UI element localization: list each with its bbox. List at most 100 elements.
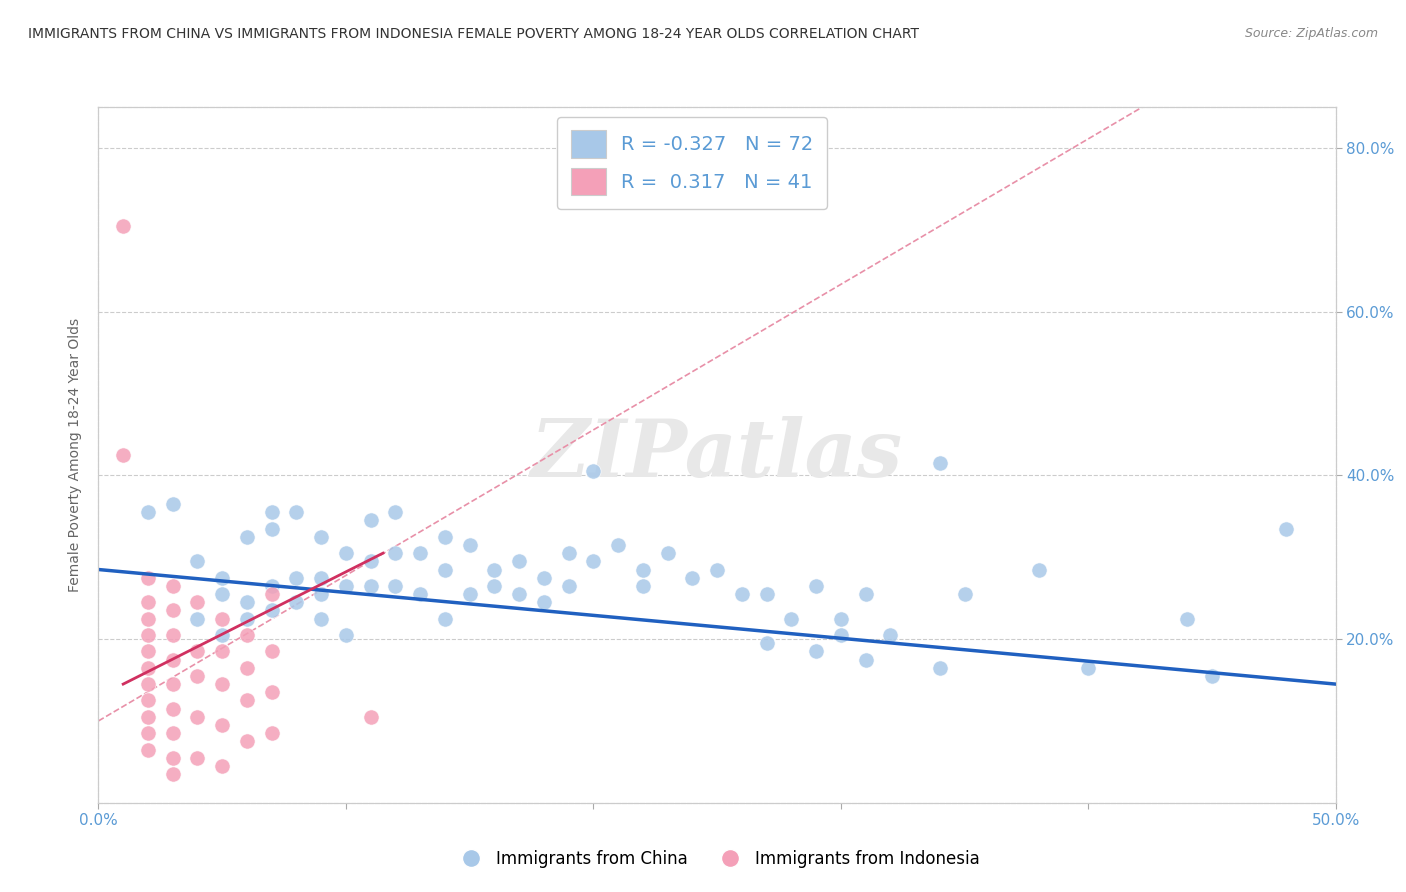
Point xyxy=(582,554,605,568)
Point xyxy=(136,628,159,642)
Point xyxy=(236,693,259,707)
Point xyxy=(211,718,233,732)
Point xyxy=(162,603,184,617)
Point xyxy=(260,685,283,699)
Point xyxy=(236,628,259,642)
Point xyxy=(136,595,159,609)
Point xyxy=(508,587,530,601)
Point xyxy=(136,710,159,724)
Point xyxy=(755,636,778,650)
Point xyxy=(136,726,159,740)
Point xyxy=(211,571,233,585)
Point xyxy=(681,571,703,585)
Point xyxy=(136,661,159,675)
Point xyxy=(484,562,506,576)
Point xyxy=(136,612,159,626)
Point xyxy=(804,579,827,593)
Point xyxy=(384,546,406,560)
Text: IMMIGRANTS FROM CHINA VS IMMIGRANTS FROM INDONESIA FEMALE POVERTY AMONG 18-24 YE: IMMIGRANTS FROM CHINA VS IMMIGRANTS FROM… xyxy=(28,27,920,41)
Point xyxy=(855,587,877,601)
Point xyxy=(186,595,208,609)
Point xyxy=(360,710,382,724)
Point xyxy=(162,677,184,691)
Point xyxy=(879,628,901,642)
Point xyxy=(855,652,877,666)
Point xyxy=(260,603,283,617)
Point xyxy=(211,759,233,773)
Point xyxy=(162,726,184,740)
Point xyxy=(186,669,208,683)
Point xyxy=(162,767,184,781)
Point xyxy=(162,628,184,642)
Point xyxy=(260,522,283,536)
Point xyxy=(731,587,754,601)
Point xyxy=(211,677,233,691)
Point xyxy=(162,652,184,666)
Point xyxy=(607,538,630,552)
Point xyxy=(804,644,827,658)
Point xyxy=(285,505,308,519)
Point xyxy=(755,587,778,601)
Point xyxy=(309,612,332,626)
Point xyxy=(508,554,530,568)
Point xyxy=(136,742,159,756)
Point xyxy=(409,587,432,601)
Point xyxy=(360,554,382,568)
Legend: Immigrants from China, Immigrants from Indonesia: Immigrants from China, Immigrants from I… xyxy=(449,843,986,874)
Point xyxy=(211,628,233,642)
Point xyxy=(533,571,555,585)
Point xyxy=(162,701,184,715)
Point xyxy=(458,587,481,601)
Point xyxy=(136,644,159,658)
Point xyxy=(112,448,135,462)
Point xyxy=(433,530,456,544)
Point xyxy=(1175,612,1198,626)
Point xyxy=(780,612,803,626)
Point xyxy=(335,546,357,560)
Point xyxy=(830,628,852,642)
Point xyxy=(285,571,308,585)
Point xyxy=(335,628,357,642)
Point xyxy=(186,710,208,724)
Point xyxy=(928,661,950,675)
Point xyxy=(384,579,406,593)
Point xyxy=(136,505,159,519)
Point xyxy=(360,513,382,527)
Point xyxy=(1275,522,1298,536)
Point xyxy=(186,644,208,658)
Point xyxy=(236,595,259,609)
Point xyxy=(409,546,432,560)
Y-axis label: Female Poverty Among 18-24 Year Olds: Female Poverty Among 18-24 Year Olds xyxy=(69,318,83,592)
Point xyxy=(433,562,456,576)
Point xyxy=(360,579,382,593)
Point xyxy=(631,562,654,576)
Point xyxy=(211,644,233,658)
Point xyxy=(211,612,233,626)
Point xyxy=(211,587,233,601)
Point xyxy=(285,595,308,609)
Point xyxy=(236,612,259,626)
Point xyxy=(162,751,184,765)
Point xyxy=(136,677,159,691)
Point xyxy=(631,579,654,593)
Point xyxy=(136,693,159,707)
Point xyxy=(260,505,283,519)
Point xyxy=(162,497,184,511)
Point xyxy=(830,612,852,626)
Point xyxy=(236,530,259,544)
Point xyxy=(384,505,406,519)
Point xyxy=(657,546,679,560)
Point xyxy=(309,571,332,585)
Point xyxy=(309,530,332,544)
Text: Source: ZipAtlas.com: Source: ZipAtlas.com xyxy=(1244,27,1378,40)
Point xyxy=(186,554,208,568)
Point xyxy=(433,612,456,626)
Point xyxy=(260,644,283,658)
Point xyxy=(260,726,283,740)
Point xyxy=(557,579,579,593)
Point xyxy=(458,538,481,552)
Point xyxy=(557,546,579,560)
Point xyxy=(335,579,357,593)
Text: ZIPatlas: ZIPatlas xyxy=(531,417,903,493)
Point xyxy=(260,579,283,593)
